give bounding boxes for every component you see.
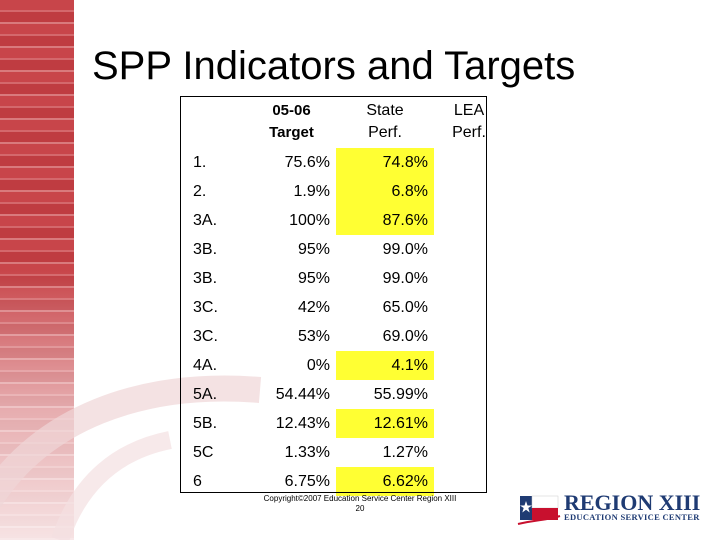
target-cell: 42%: [297, 298, 330, 316]
lea-perf-cell: [434, 467, 504, 496]
header-lea-perf: LEA Perf.: [434, 96, 504, 148]
spp-indicators-table: 05-06 Target State Perf. LEA Perf. 1. 75.…: [180, 96, 504, 496]
footer-page-number: 20: [355, 504, 365, 513]
state-perf-cell: 69.0%: [382, 327, 428, 345]
target-cell: 95%: [297, 240, 330, 258]
target-cell: 1.33%: [284, 443, 330, 461]
table-row: 3C. 42% 65.0%: [180, 293, 504, 322]
state-perf-cell: 4.1%: [336, 351, 434, 380]
lea-perf-cell: [434, 351, 504, 380]
texas-flag-icon: [517, 495, 561, 525]
target-cell: 100%: [289, 211, 330, 229]
state-perf-cell: 6.8%: [336, 177, 434, 206]
lea-perf-cell: [434, 380, 504, 409]
target-cell: 1.9%: [293, 182, 330, 200]
footer: Copyright©2007 Education Service Center …: [240, 494, 480, 514]
lea-perf-cell: [434, 264, 504, 293]
indicator-id-cell: 1.: [193, 153, 207, 171]
lea-perf-cell: [434, 148, 504, 177]
table-header-row: 05-06 Target State Perf. LEA Perf.: [180, 96, 504, 148]
region-xiii-logo: REGION XIII EDUCATION SERVICE CENTER: [514, 490, 704, 526]
table-row: 4A. 0% 4.1%: [180, 351, 504, 380]
indicator-id-cell: 3C.: [193, 298, 218, 316]
target-cell: 53%: [297, 327, 330, 345]
state-perf-cell: 87.6%: [336, 206, 434, 235]
lea-perf-cell: [434, 438, 504, 467]
indicator-id-cell: 2.: [193, 182, 207, 200]
indicator-id-cell: 3A.: [193, 211, 218, 229]
state-perf-cell: 55.99%: [373, 385, 428, 403]
lea-perf-cell: [434, 409, 504, 438]
table-row: 1. 75.6% 74.8%: [180, 148, 504, 177]
indicator-id-cell: 5C: [193, 443, 214, 461]
table-row: 5C 1.33% 1.27%: [180, 438, 504, 467]
header-lea-label: LEA Perf.: [452, 102, 486, 141]
indicator-id-cell: 5A.: [193, 385, 218, 403]
table-row: 3A. 100% 87.6%: [180, 206, 504, 235]
page-title: SPP Indicators and Targets: [92, 44, 576, 88]
state-perf-cell: 1.27%: [382, 443, 428, 461]
state-perf-cell: 65.0%: [382, 298, 428, 316]
target-cell: 75.6%: [284, 153, 330, 171]
state-perf-cell: 99.0%: [382, 240, 428, 258]
logo-subtitle: EDUCATION SERVICE CENTER: [564, 512, 700, 522]
state-perf-cell: 99.0%: [382, 269, 428, 287]
indicator-id-cell: 4A.: [193, 356, 218, 374]
table-row: 3B. 95% 99.0%: [180, 235, 504, 264]
indicator-id-cell: 3B.: [193, 240, 218, 258]
header-state-label: State Perf.: [366, 102, 404, 141]
state-perf-cell: 12.61%: [336, 409, 434, 438]
target-cell: 12.43%: [275, 414, 330, 432]
table-row: 3C. 53% 69.0%: [180, 322, 504, 351]
state-perf-cell: 74.8%: [336, 148, 434, 177]
table-row: 5A. 54.44% 55.99%: [180, 380, 504, 409]
indicator-id-cell: 3C.: [193, 327, 218, 345]
lea-perf-cell: [434, 177, 504, 206]
target-cell: 54.44%: [275, 385, 330, 403]
lea-perf-cell: [434, 293, 504, 322]
header-state-perf: State Perf.: [336, 96, 434, 148]
table-row: 2. 1.9% 6.8%: [180, 177, 504, 206]
decorative-swoosh: [0, 375, 262, 540]
header-target: 05-06 Target: [247, 96, 336, 148]
logo-title: REGION XIII: [564, 490, 701, 515]
lea-perf-cell: [434, 322, 504, 351]
indicator-id-cell: 5B.: [193, 414, 218, 432]
indicator-id-cell: 6: [193, 472, 202, 490]
lea-perf-cell: [434, 235, 504, 264]
lea-perf-cell: [434, 206, 504, 235]
target-cell: 0%: [306, 356, 330, 374]
indicator-id-cell: 3B.: [193, 269, 218, 287]
footer-copyright: Copyright©2007 Education Service Center …: [263, 494, 457, 503]
header-indicator: [180, 96, 247, 148]
header-target-label: 05-06 Target: [269, 102, 314, 141]
table-row: 3B. 95% 99.0%: [180, 264, 504, 293]
state-perf-cell: 6.62%: [336, 467, 434, 496]
target-cell: 6.75%: [284, 472, 330, 490]
table-row: 6 6.75% 6.62%: [180, 467, 504, 496]
table-row: 5B. 12.43% 12.61%: [180, 409, 504, 438]
target-cell: 95%: [297, 269, 330, 287]
